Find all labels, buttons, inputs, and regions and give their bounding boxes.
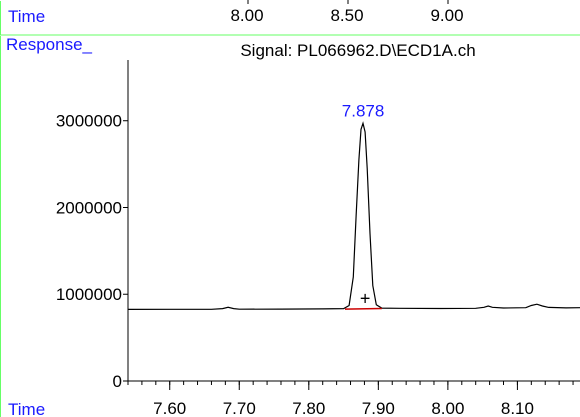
top-time-label: Time [8, 7, 45, 26]
x-axis-ticks: 7.60 7.70 7.80 7.90 8.00 8.10 [127, 381, 574, 417]
peak-marker: + [360, 289, 371, 309]
y-tick-label: 3000000 [56, 112, 122, 131]
top-strip-ticks: 8.00 8.50 9.00 [230, 0, 464, 25]
x-tick-label: 7.70 [223, 399, 256, 417]
plot-area: 7.878 + [127, 101, 580, 310]
top-tick-label: 8.50 [330, 6, 363, 25]
x-tick-label: 8.00 [431, 399, 464, 417]
y-axis-label: Response_ [6, 35, 93, 54]
peak-label: 7.878 [342, 101, 385, 120]
y-axis-ticks: 0 1000000 2000000 3000000 [56, 112, 128, 391]
y-tick-label: 0 [113, 372, 122, 391]
integration-baseline [344, 307, 382, 310]
x-tick-label: 7.90 [362, 399, 395, 417]
top-time-strip: Time 8.00 8.50 9.00 [0, 0, 580, 36]
x-tick-label: 7.80 [292, 399, 325, 417]
chart-title: Signal: PL066962.D\ECD1A.ch [240, 41, 475, 60]
y-tick-label: 2000000 [56, 198, 122, 217]
x-axis-label: Time [8, 400, 45, 417]
x-tick-label: 7.60 [153, 399, 186, 417]
top-tick-label: 8.00 [230, 6, 263, 25]
x-tick-label: 8.10 [501, 399, 534, 417]
y-tick-label: 1000000 [56, 285, 122, 304]
signal-trace [127, 121, 580, 310]
top-tick-label: 9.00 [430, 6, 463, 25]
